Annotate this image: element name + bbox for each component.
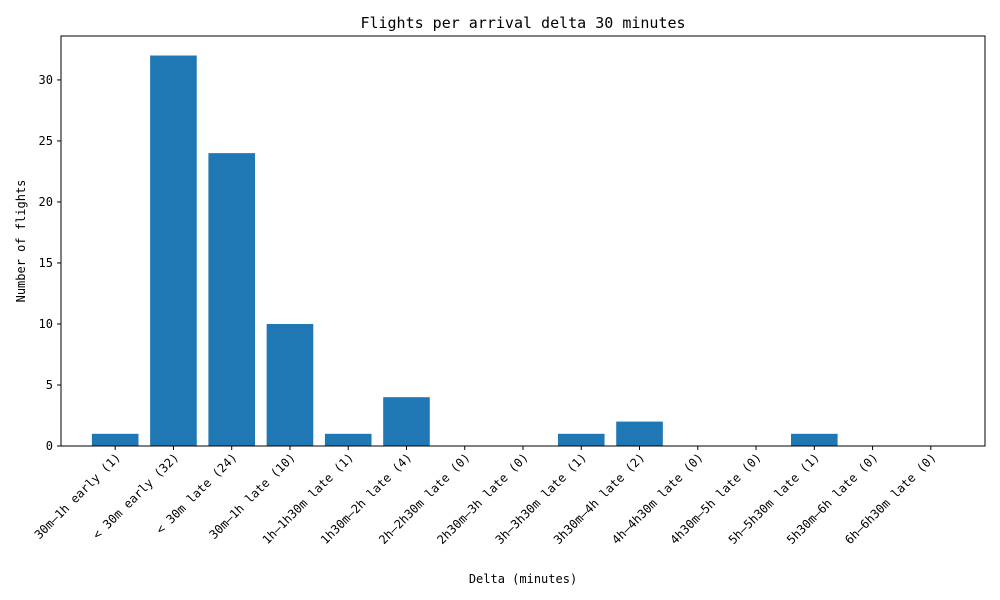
y-tick-label: 5	[46, 378, 53, 392]
bar-4	[324, 433, 372, 446]
y-tick-label: 0	[46, 439, 53, 453]
y-axis-label: Number of flights	[14, 180, 28, 303]
chart-title: Flights per arrival delta 30 minutes	[360, 14, 685, 32]
bar-9	[616, 421, 663, 446]
bar-0	[91, 433, 139, 446]
y-tick-label: 10	[39, 317, 53, 331]
bar-5	[383, 397, 430, 446]
bar-2	[208, 153, 256, 446]
y-tick-label: 20	[39, 195, 53, 209]
plot-frame	[60, 35, 986, 447]
y-axis-ticks: 0 5 10 15 20 25 30	[39, 73, 61, 453]
bars-group	[91, 55, 838, 447]
bar-3	[266, 323, 314, 446]
bar-8	[557, 433, 605, 446]
y-tick-label: 15	[39, 256, 53, 270]
bar-12	[790, 433, 838, 446]
bar-1	[150, 55, 197, 447]
y-tick-label: 25	[39, 134, 53, 148]
x-axis-label: Delta (minutes)	[469, 572, 577, 586]
y-tick-label: 30	[39, 73, 53, 87]
